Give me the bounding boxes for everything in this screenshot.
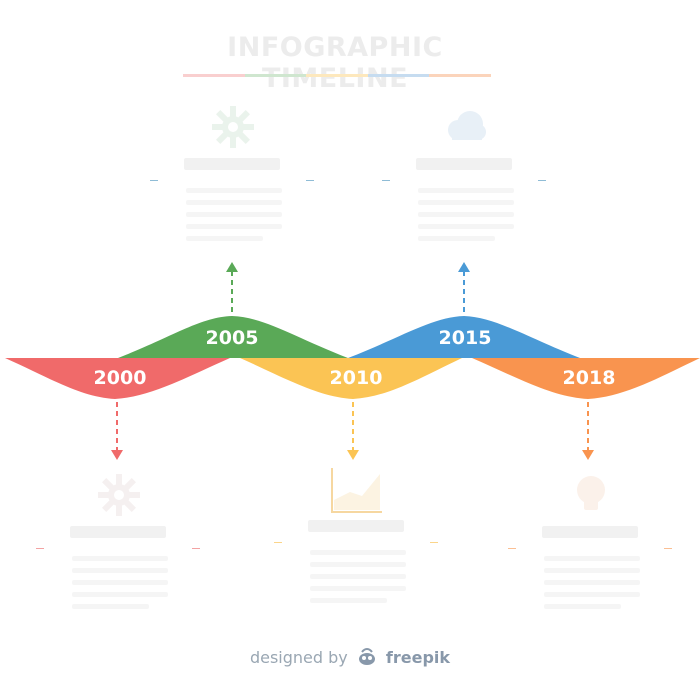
segment-2010 bbox=[240, 358, 462, 399]
attribution-prefix: designed by bbox=[249, 648, 348, 667]
underline-yellow bbox=[306, 74, 368, 77]
cloud-icon bbox=[448, 111, 486, 140]
attribution: designed by freepik bbox=[0, 648, 700, 667]
card-heading bbox=[274, 520, 438, 543]
card-body-text bbox=[418, 188, 514, 248]
freepik-logo-icon bbox=[358, 648, 375, 665]
year-label-2010: 2010 bbox=[329, 367, 383, 389]
year-label-2005: 2005 bbox=[205, 327, 259, 349]
arrow-down-2010 bbox=[347, 450, 359, 460]
gear-icon bbox=[212, 106, 254, 148]
underline-orange bbox=[429, 74, 491, 77]
card-body-text bbox=[310, 550, 406, 610]
arrow-up-2015 bbox=[458, 262, 470, 272]
segment-2005 bbox=[118, 316, 348, 358]
year-label-2018: 2018 bbox=[562, 367, 616, 389]
attribution-brand: freepik bbox=[385, 648, 451, 667]
underline-blue bbox=[367, 74, 430, 77]
arrow-up-2005 bbox=[226, 262, 238, 272]
arrow-down-2018 bbox=[582, 450, 594, 460]
chart-icon bbox=[331, 468, 382, 513]
year-label-2015: 2015 bbox=[438, 327, 492, 349]
card-heading bbox=[36, 526, 200, 549]
segment-2000 bbox=[5, 358, 230, 399]
card-heading bbox=[150, 158, 314, 181]
card-body-text bbox=[72, 556, 168, 616]
arrow-down-2000 bbox=[111, 450, 123, 460]
page-title: INFOGRAPHIC TIMELINE bbox=[227, 32, 443, 94]
lightbulb-icon bbox=[577, 476, 605, 510]
card-heading bbox=[382, 158, 546, 181]
card-heading bbox=[508, 526, 672, 549]
card-body-text bbox=[186, 188, 282, 248]
gear-icon bbox=[98, 474, 140, 516]
year-label-2000: 2000 bbox=[93, 367, 147, 389]
segment-2015 bbox=[348, 316, 580, 358]
underline-red bbox=[183, 74, 245, 77]
title-underline bbox=[183, 74, 491, 77]
underline-green bbox=[244, 74, 307, 77]
card-body-text bbox=[544, 556, 640, 616]
segment-2018 bbox=[472, 358, 700, 399]
